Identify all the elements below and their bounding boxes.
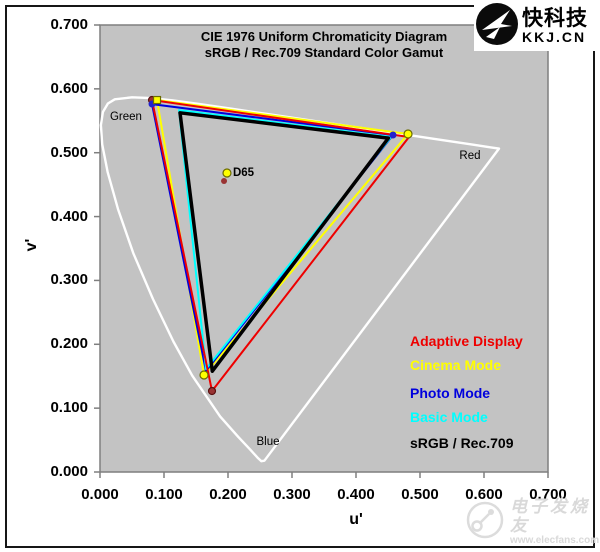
- marker: [207, 386, 217, 396]
- series-basic-mode: [178, 109, 392, 370]
- y-tick-label: 0.400: [50, 207, 88, 225]
- watermark-url: www.elecfans.com: [510, 535, 600, 546]
- legend-item-cinema-mode: Cinema Mode: [410, 357, 502, 373]
- brand-domain: KKJ.CN: [522, 28, 587, 45]
- y-tick-label: 0.300: [50, 271, 88, 289]
- legend-item-basic-mode: Basic Mode: [410, 409, 488, 425]
- elecfans-logo-icon: [463, 498, 507, 547]
- kkj-brand-logo: 快科技 KKJ.CN: [474, 1, 600, 51]
- y-tick-label: 0.200: [50, 335, 88, 353]
- x-axis-title: u': [349, 511, 363, 528]
- y-tick-label: 0.500: [50, 143, 88, 161]
- kkj-logo-icon: [474, 0, 520, 54]
- x-tick-label: 0.200: [209, 486, 247, 503]
- marker: [389, 131, 397, 139]
- chart-subtitle: sRGB / Rec.709 Standard Color Gamut: [204, 45, 444, 60]
- marker: [199, 370, 209, 380]
- legend-item-adaptive-display: Adaptive Display: [410, 333, 523, 349]
- chart-title-block: CIE 1976 Uniform Chromaticity Diagram sR…: [100, 29, 548, 61]
- legend-item-srgb: sRGB / Rec.709: [410, 435, 514, 451]
- x-tick-label: 0.300: [273, 486, 311, 503]
- d65-label: D65: [233, 167, 255, 179]
- y-tick-label: 0.700: [50, 16, 88, 33]
- x-tick-label: 0.700: [529, 486, 567, 503]
- y-tick-label: 0.100: [50, 399, 88, 417]
- x-tick-label: 0.400: [337, 486, 375, 503]
- marker: [221, 178, 228, 185]
- brand-name: 快科技: [522, 6, 588, 30]
- y-tick-label: 0.600: [50, 79, 88, 97]
- x-tick-label: 0.500: [401, 486, 439, 503]
- marker: [152, 95, 162, 105]
- marker: [222, 168, 232, 178]
- y-axis-title: v': [23, 238, 40, 252]
- red-label: Red: [459, 150, 480, 162]
- plot-area: [99, 24, 549, 473]
- y-tick-label: 0.000: [50, 463, 88, 480]
- x-tick-label: 0.100: [145, 486, 183, 503]
- marker: [403, 129, 413, 139]
- chart-frame: [5, 5, 595, 548]
- chart-title: CIE 1976 Uniform Chromaticity Diagram: [200, 29, 448, 44]
- x-tick-label: 0.000: [81, 486, 119, 503]
- legend-item-photo-mode: Photo Mode: [410, 385, 491, 401]
- blue-label: Blue: [256, 436, 279, 448]
- series-adaptive-display: [151, 99, 410, 392]
- series-srgb-rec-709: [178, 111, 391, 373]
- x-tick-label: 0.600: [465, 486, 503, 503]
- elecfans-watermark: 电子发烧友 www.elecfans.com: [463, 497, 600, 547]
- green-label: Green: [110, 111, 142, 123]
- watermark-name: 电子发烧友: [510, 497, 590, 535]
